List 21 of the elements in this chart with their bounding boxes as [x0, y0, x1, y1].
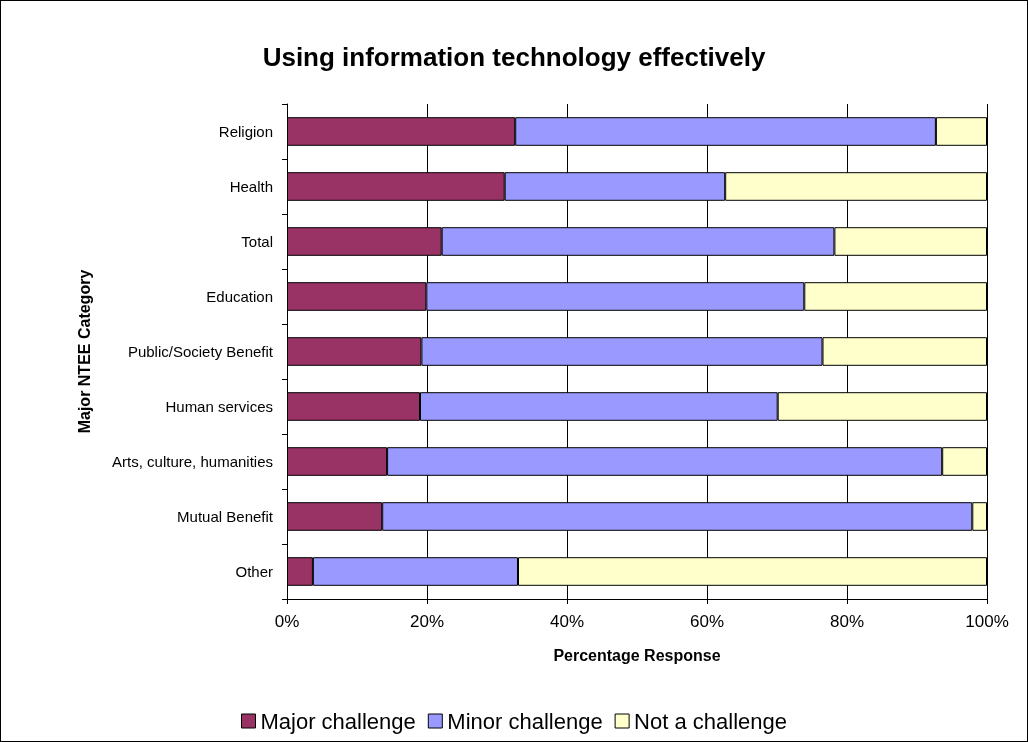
- y-tick-label: Arts, culture, humanities: [112, 453, 273, 470]
- y-tick-label: Health: [229, 178, 273, 195]
- legend-label: Major challenge: [260, 708, 416, 734]
- legend-label: Minor challenge: [447, 708, 603, 734]
- x-tick-label: 20%: [409, 612, 445, 631]
- y-axis-title: Major NTEE Category: [75, 269, 93, 434]
- x-tick-label: 60%: [689, 612, 725, 631]
- chart-title: Using information technology effectively: [262, 42, 766, 72]
- x-tick-label: 40%: [549, 612, 585, 631]
- x-axis-title: Percentage Response: [553, 646, 721, 664]
- x-tick-label: 80%: [829, 612, 865, 631]
- y-tick-label: Human services: [165, 398, 273, 415]
- y-tick-label: Other: [235, 563, 273, 580]
- y-tick-label: Mutual Benefit: [177, 508, 274, 525]
- legend-label: Not a challenge: [634, 708, 788, 734]
- x-tick-label: 0%: [274, 612, 300, 631]
- y-tick-label: Religion: [218, 123, 273, 140]
- y-tick-label: Public/Society Benefit: [127, 343, 274, 360]
- x-tick-label: 100%: [965, 612, 1009, 631]
- y-tick-label: Total: [241, 233, 273, 250]
- y-tick-label: Education: [206, 288, 273, 305]
